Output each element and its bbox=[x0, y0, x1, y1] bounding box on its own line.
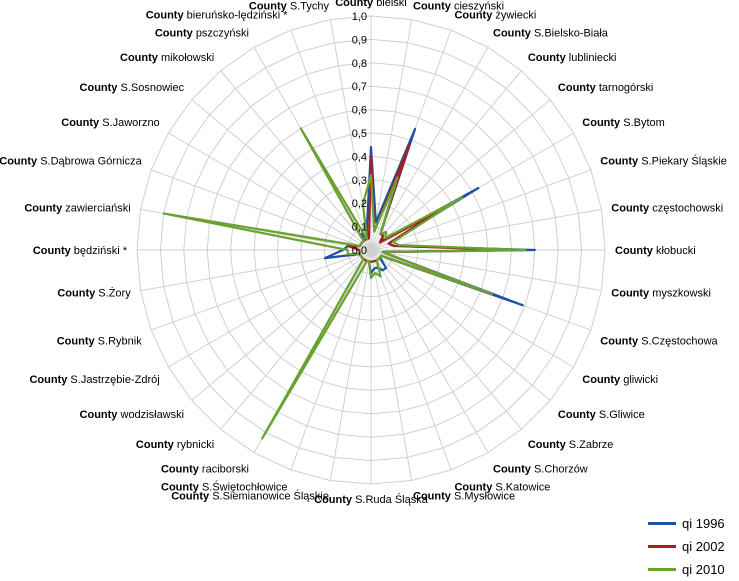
legend-swatch bbox=[648, 522, 676, 525]
category-label: County S.Bytom bbox=[582, 117, 665, 129]
category-label: County pszczyński bbox=[155, 28, 249, 40]
category-label: County S.Chorzów bbox=[493, 463, 588, 475]
category-label: County S.Piekary Śląskie bbox=[600, 155, 727, 168]
grid-spoke bbox=[370, 249, 551, 401]
grid-spoke bbox=[220, 249, 372, 430]
legend-label: qi 2002 bbox=[682, 539, 725, 554]
category-label: County gliwicki bbox=[582, 374, 658, 386]
radar-series bbox=[162, 127, 536, 440]
category-label: County tarnogórski bbox=[558, 82, 653, 94]
category-label: County S.Tychy bbox=[249, 1, 330, 13]
category-label: County bieruńsko-lędziński * bbox=[146, 10, 289, 22]
category-label: County bielski bbox=[335, 0, 407, 9]
tick-label: 0,1 bbox=[352, 222, 367, 234]
tick-label: 0,0 bbox=[352, 245, 367, 257]
category-label: County S.Ruda Śląska bbox=[314, 493, 429, 506]
grid-spoke bbox=[370, 208, 602, 251]
tick-label: 0,2 bbox=[352, 198, 367, 210]
category-label: County cieszyński bbox=[413, 1, 504, 13]
tick-label: 0,6 bbox=[352, 105, 367, 117]
category-label: County S.Jastrzębie-Zdrój bbox=[29, 374, 159, 386]
grid-spoke bbox=[290, 249, 372, 471]
category-label: County kłobucki bbox=[615, 245, 696, 257]
legend-swatch bbox=[648, 545, 676, 548]
category-label: County wodzisławski bbox=[80, 409, 185, 421]
grid-spoke bbox=[191, 99, 372, 251]
grid-spoke bbox=[168, 132, 372, 251]
category-label: County lubliniecki bbox=[528, 52, 617, 64]
category-label: County S.Częstochowa bbox=[600, 335, 718, 347]
grid-spoke bbox=[191, 249, 372, 401]
grid-spoke bbox=[370, 19, 413, 251]
grid-spoke bbox=[150, 249, 372, 331]
grid-spoke bbox=[370, 249, 574, 368]
grid-spoke bbox=[370, 47, 489, 251]
grid-spoke bbox=[168, 249, 372, 368]
category-label: County S.Gliwice bbox=[558, 409, 645, 421]
legend-label: qi 1996 bbox=[682, 516, 725, 531]
category-label: County S.Dąbrowa Górnicza bbox=[0, 156, 143, 168]
category-label: County S.Katowice bbox=[454, 481, 550, 493]
category-label: County żywiecki bbox=[454, 10, 536, 22]
category-label: County S.Świętochłowice bbox=[161, 480, 288, 493]
tick-label: 0,7 bbox=[352, 81, 367, 93]
tick-label: 0,4 bbox=[352, 151, 367, 163]
grid-spoke bbox=[290, 29, 372, 251]
grid-spoke bbox=[370, 70, 522, 251]
grid-spoke bbox=[220, 70, 372, 251]
category-label: County będziński * bbox=[33, 245, 128, 257]
category-label: County S.Siemianowice Śląskie bbox=[171, 489, 329, 502]
category-label: County S.Mysłowice bbox=[413, 490, 515, 502]
category-label: County S.Zabrze bbox=[528, 439, 614, 451]
category-label: County S.Żory bbox=[57, 286, 131, 299]
grid-spoke bbox=[329, 249, 372, 481]
grid-spoke bbox=[370, 169, 592, 251]
category-label: County częstochowski bbox=[611, 203, 723, 215]
category-label: County S.Sosnowiec bbox=[80, 82, 185, 94]
legend-item: qi 1996 bbox=[648, 512, 736, 535]
tick-label: 1,0 bbox=[352, 11, 367, 23]
grid-spoke bbox=[370, 99, 551, 251]
grid-spoke bbox=[370, 249, 602, 292]
radial-ticks: 0,0 0,1 0,2 0,3 0,4 0,5 0,6 0,7 0,8 0,9 1,0 bbox=[352, 11, 367, 257]
category-label: County myszkowski bbox=[611, 287, 711, 299]
grid-spoke bbox=[150, 169, 372, 251]
category-label: County S.Bielsko-Biała bbox=[493, 28, 609, 40]
category-label: County S.Jaworzno bbox=[61, 117, 159, 129]
category-label: County raciborski bbox=[161, 463, 249, 475]
grid-spoke bbox=[370, 249, 413, 481]
legend-item: qi 2010 bbox=[648, 558, 736, 581]
legend: qi 1996 qi 2002 qi 2010 bbox=[648, 512, 736, 581]
category-label: County zawierciański bbox=[24, 203, 130, 215]
category-label: County rybnicki bbox=[136, 439, 214, 451]
tick-label: 0,5 bbox=[352, 128, 367, 140]
category-label: County mikołowski bbox=[120, 52, 214, 64]
legend-label: qi 2010 bbox=[682, 562, 725, 577]
tick-label: 0,9 bbox=[352, 34, 367, 46]
tick-label: 0,3 bbox=[352, 175, 367, 187]
category-label: County S.Rybnik bbox=[57, 335, 142, 347]
grid-spoke bbox=[370, 249, 522, 430]
series-line bbox=[162, 127, 527, 440]
legend-item: qi 2002 bbox=[648, 535, 736, 558]
grid-spoke bbox=[370, 249, 489, 453]
tick-label: 0,8 bbox=[352, 58, 367, 70]
grid-spoke bbox=[370, 249, 452, 471]
legend-swatch bbox=[648, 568, 676, 571]
